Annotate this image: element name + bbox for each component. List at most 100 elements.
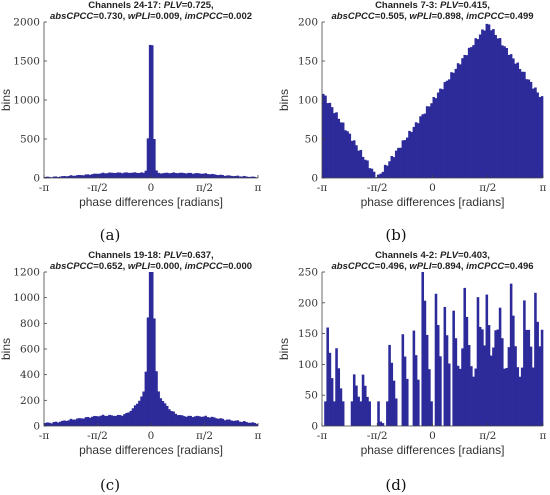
bar bbox=[65, 176, 68, 178]
bar bbox=[459, 368, 462, 426]
bar bbox=[198, 416, 201, 426]
bar bbox=[170, 173, 173, 178]
bar bbox=[359, 149, 363, 178]
x-axis-label: phase differences [radians] bbox=[361, 195, 505, 209]
bar bbox=[193, 173, 197, 178]
bar bbox=[328, 102, 332, 178]
bar bbox=[76, 175, 79, 178]
bar bbox=[219, 174, 222, 178]
bar bbox=[501, 338, 504, 426]
x-tick-label: -π bbox=[317, 430, 328, 442]
bar bbox=[534, 87, 537, 178]
bar bbox=[230, 175, 233, 178]
x-tick-label: -π/2 bbox=[367, 182, 388, 194]
bar bbox=[180, 172, 184, 178]
x-tick-label: π bbox=[255, 430, 262, 442]
bar bbox=[443, 82, 447, 178]
bar bbox=[221, 175, 225, 178]
x-tick-label: π bbox=[540, 182, 547, 194]
bar bbox=[140, 396, 143, 426]
bar bbox=[498, 38, 502, 179]
bar bbox=[93, 173, 96, 178]
bar bbox=[213, 174, 216, 178]
bar bbox=[97, 416, 100, 426]
bar bbox=[383, 164, 387, 178]
bar bbox=[54, 176, 58, 178]
bar bbox=[71, 419, 75, 426]
bar bbox=[206, 174, 210, 178]
bar bbox=[333, 113, 336, 178]
bar bbox=[390, 362, 394, 426]
bar bbox=[414, 122, 418, 178]
bar bbox=[465, 55, 469, 178]
chart-subtitle: absCPCC=0.505, wPLI=0.898, imCPCC=0.499 bbox=[331, 11, 533, 22]
bar bbox=[388, 344, 391, 426]
y-tick-label: 200 bbox=[20, 395, 40, 407]
bar bbox=[236, 175, 240, 178]
bar bbox=[88, 174, 92, 178]
bar bbox=[95, 173, 98, 178]
bar bbox=[168, 173, 171, 178]
bar bbox=[187, 415, 190, 426]
bar bbox=[80, 418, 83, 426]
bar bbox=[99, 173, 103, 178]
bar bbox=[110, 415, 113, 426]
bar bbox=[392, 380, 396, 426]
bar bbox=[91, 174, 94, 178]
bar bbox=[215, 174, 218, 178]
bar bbox=[84, 174, 88, 178]
bar bbox=[434, 293, 438, 426]
bar bbox=[159, 398, 163, 426]
bar bbox=[352, 374, 356, 426]
bar bbox=[388, 161, 391, 178]
bar bbox=[234, 175, 237, 178]
bar bbox=[361, 156, 365, 178]
bar bbox=[536, 321, 539, 426]
bar bbox=[434, 98, 438, 178]
y-tick-label: 50 bbox=[305, 134, 318, 146]
bar bbox=[423, 113, 427, 178]
bar bbox=[180, 415, 184, 426]
bar bbox=[161, 401, 165, 426]
bar bbox=[52, 176, 56, 178]
bar bbox=[485, 294, 489, 426]
bar bbox=[234, 420, 237, 426]
bar bbox=[61, 420, 64, 426]
bar bbox=[93, 415, 96, 426]
bar bbox=[101, 414, 105, 426]
chart-title: Channels 19-18: PLV=0.637, bbox=[88, 250, 213, 261]
bar bbox=[253, 176, 257, 178]
chart-title: Channels 4-2: PLV=0.403, bbox=[375, 250, 490, 261]
bar bbox=[245, 176, 248, 178]
bar bbox=[63, 420, 66, 426]
bar bbox=[65, 420, 68, 426]
bar bbox=[335, 112, 338, 178]
bar bbox=[238, 421, 242, 426]
bar bbox=[110, 172, 113, 178]
bar bbox=[223, 420, 227, 426]
bar bbox=[436, 325, 440, 426]
y-axis-label: bins bbox=[0, 89, 13, 111]
bar bbox=[461, 348, 464, 426]
bar bbox=[470, 47, 473, 178]
panel-letter: (a) bbox=[100, 226, 121, 244]
bar bbox=[191, 173, 195, 178]
bar bbox=[118, 172, 122, 178]
bar bbox=[243, 421, 246, 426]
bar bbox=[131, 172, 135, 178]
y-axis-label: bins bbox=[277, 338, 291, 360]
bar bbox=[428, 369, 431, 426]
bar bbox=[136, 403, 139, 426]
bar bbox=[232, 176, 235, 178]
bar bbox=[142, 391, 145, 426]
bar bbox=[86, 174, 90, 178]
bar bbox=[430, 103, 433, 178]
bar bbox=[368, 401, 371, 426]
bar bbox=[481, 329, 484, 426]
y-tick-label: 250 bbox=[298, 267, 318, 279]
bar bbox=[478, 34, 482, 178]
bar bbox=[213, 417, 216, 426]
y-tick-label: 2000 bbox=[13, 17, 40, 29]
bar bbox=[97, 173, 100, 178]
bar bbox=[78, 174, 81, 178]
